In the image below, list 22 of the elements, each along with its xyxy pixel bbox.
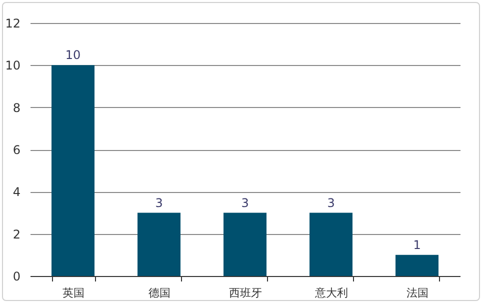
x-tick-label: 法国 xyxy=(406,286,428,300)
bar xyxy=(396,254,438,276)
bar xyxy=(138,212,180,276)
bar xyxy=(52,65,94,276)
data-label: 3 xyxy=(241,196,249,210)
data-label: 3 xyxy=(155,196,163,210)
x-tick-label: 西班牙 xyxy=(229,286,262,300)
data-label: 1 xyxy=(413,238,421,252)
x-tick-label: 意大利 xyxy=(314,286,348,300)
bar xyxy=(310,212,352,276)
y-tick-label: 0 xyxy=(12,270,20,284)
y-tick-label: 10 xyxy=(5,58,20,73)
x-tick-label: 德国 xyxy=(148,286,170,300)
y-tick-label: 2 xyxy=(12,227,20,242)
y-tick-label: 6 xyxy=(12,143,20,157)
x-tick-label: 英国 xyxy=(62,286,84,300)
bar xyxy=(224,212,266,276)
data-label: 3 xyxy=(327,196,335,210)
y-tick-label: 12 xyxy=(5,16,20,30)
y-tick-label: 4 xyxy=(12,185,20,200)
data-label: 10 xyxy=(65,48,81,62)
y-tick-label: 8 xyxy=(12,100,20,115)
